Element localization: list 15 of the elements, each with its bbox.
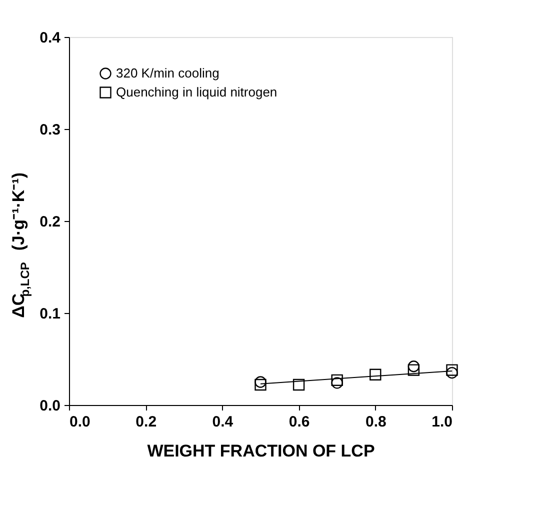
y-tick-label: 0.2 bbox=[40, 214, 60, 230]
legend-label: 320 K/min cooling bbox=[116, 66, 220, 80]
x-tick-label: 0.2 bbox=[136, 414, 157, 430]
y-tick-label: 0.0 bbox=[40, 398, 60, 414]
x-tick-label: 0.0 bbox=[70, 414, 90, 430]
x-axis-title: WEIGHT FRACTION OF LCP bbox=[147, 442, 375, 460]
y-axis-title: ΔCp,LCP (J·g⁻¹·K⁻¹) bbox=[9, 172, 32, 318]
y-tick-label: 0.1 bbox=[40, 306, 60, 322]
y-tick-label: 0.3 bbox=[40, 122, 60, 138]
x-tick-label: 1.0 bbox=[432, 414, 452, 430]
y-tick-label: 0.4 bbox=[40, 30, 62, 46]
legend-label: Quenching in liquid nitrogen bbox=[116, 84, 278, 100]
x-tick-label: 0.4 bbox=[212, 414, 234, 430]
x-tick-label: 0.6 bbox=[288, 414, 310, 430]
x-tick-label: 0.8 bbox=[365, 414, 386, 430]
